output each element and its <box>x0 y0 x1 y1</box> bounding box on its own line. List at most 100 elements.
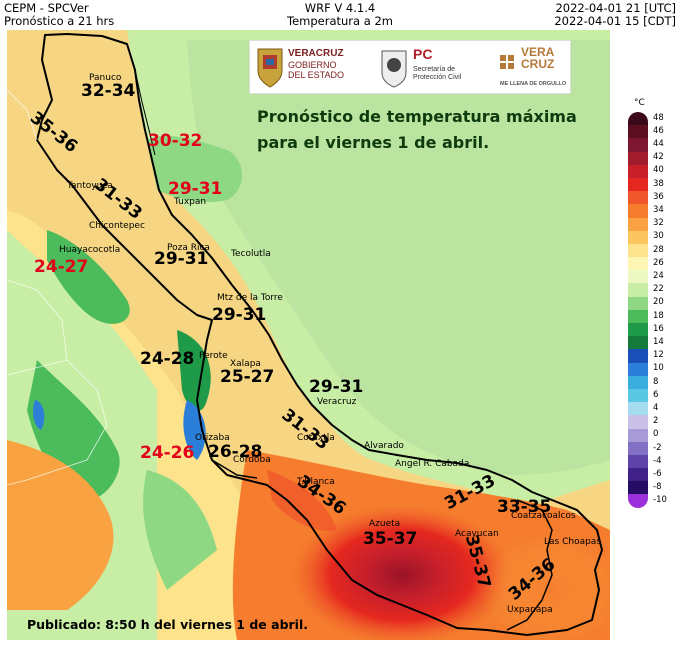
colorbar-tick: 34 <box>653 205 664 215</box>
colorbar-tick: 0 <box>653 429 659 440</box>
colorbar-segment <box>628 428 648 442</box>
veracruz-line1: VERACRUZ <box>288 48 344 59</box>
colorbar-tick: 20 <box>653 297 664 308</box>
colorbar-segment <box>628 494 648 508</box>
range-tamiahua: 30-32 <box>148 131 202 151</box>
pc-line2: Protección Civil <box>413 74 462 81</box>
colorbar-unit: °C <box>634 98 645 108</box>
colorbar-segment <box>628 151 648 165</box>
colorbar-segment <box>628 336 648 350</box>
colorbar-tick: 46 <box>653 125 664 136</box>
city-xalapa: Xalapa <box>230 359 261 369</box>
map-svg: Panuco Tantoyuca Chicontepec Tuxpan Huay… <box>7 30 610 640</box>
colorbar-segment <box>628 309 648 323</box>
logo-banner: VERACRUZ GOBIERNO DEL ESTADO PC Secretar… <box>249 40 571 94</box>
colorbar-tick: 48 <box>653 112 664 123</box>
header-right: 2022-04-01 21 [UTC] 2022-04-01 15 [CDT] <box>508 2 676 28</box>
colorbar-segment <box>628 138 648 152</box>
city-panuco: Panuco <box>89 73 122 83</box>
colorbar-segment <box>628 296 648 310</box>
colorbar-segment <box>628 270 648 284</box>
city-tantoyuca: Tantoyuca <box>66 181 113 191</box>
colorbar-tick: -10 <box>653 495 667 506</box>
vera-a: VERA <box>521 45 555 59</box>
colorbar-tick: 30 <box>653 231 664 242</box>
header-center: WRF V 4.1.4 Temperatura a 2m <box>270 2 410 28</box>
vera-b: CRUZ <box>521 57 555 71</box>
city-alvarado: Alvarado <box>364 441 404 451</box>
colorbar-tick: 6 <box>653 389 659 400</box>
city-cotaxtla: Cotaxtla <box>297 433 335 443</box>
vera-cruz-mark-icon <box>497 45 519 89</box>
colorbar-tick: 26 <box>653 257 664 268</box>
colorbar-tick: -4 <box>653 455 662 466</box>
headline-line1: Pronóstico de temperatura máxima <box>257 107 577 126</box>
colorbar-tick: 2 <box>653 416 659 427</box>
colorbar-segment <box>628 375 648 389</box>
temperature-map: Panuco Tantoyuca Chicontepec Tuxpan Huay… <box>7 30 610 640</box>
veracruz-line3: DEL ESTADO <box>288 70 345 80</box>
headline-line2: para el viernes 1 de abril. <box>257 133 490 152</box>
colorbar-tick: 22 <box>653 284 664 295</box>
colorbar-segment <box>628 415 648 429</box>
city-chicontepec: Chicontepec <box>89 221 145 231</box>
valid-time-utc: 2022-04-01 21 [UTC] <box>555 1 676 15</box>
colorbar-tick: 38 <box>653 178 664 189</box>
city-uxpanapa: Uxpanapa <box>507 605 553 615</box>
colorbar-tick: 24 <box>653 271 664 281</box>
city-las-choapas: Las Choapas <box>544 537 601 547</box>
city-angel-cabada: Angel R. Cabada <box>395 459 469 469</box>
colorbar-tick: 12 <box>653 350 664 361</box>
colorbar-segment <box>628 362 648 376</box>
colorbar-tick: 40 <box>653 165 664 176</box>
range-xalapa: 25-27 <box>220 367 274 387</box>
range-cordoba: 26-28 <box>208 442 262 462</box>
range-orizaba: 24-26 <box>140 443 194 463</box>
colorbar-segment <box>628 230 648 244</box>
colorbar <box>628 112 648 508</box>
variable-name: Temperatura a 2m <box>287 14 393 28</box>
colorbar-segment <box>628 125 648 139</box>
range-huayacocotla: 24-27 <box>34 257 88 277</box>
colorbar-tick: 16 <box>653 323 664 334</box>
colorbar-segment <box>628 204 648 218</box>
colorbar-tick: 10 <box>653 363 664 374</box>
colorbar-segment <box>628 402 648 416</box>
colorbar-tick: -6 <box>653 469 662 479</box>
colorbar-segment <box>628 468 648 482</box>
veracruz-line2: GOBIERNO <box>288 60 337 70</box>
colorbar-tick: -8 <box>653 482 662 493</box>
colorbar-segment <box>628 349 648 363</box>
colorbar-tick: 32 <box>653 218 664 229</box>
colorbar-segment <box>628 323 648 337</box>
vera-slogan: ME LLENA DE ORGULLO <box>500 81 567 87</box>
range-azueta: 35-37 <box>363 529 417 549</box>
colorbar-segment <box>628 243 648 258</box>
colorbar-tick: 28 <box>653 244 664 255</box>
colorbar-segment <box>628 283 648 297</box>
colorbar-tick: 44 <box>653 139 664 149</box>
range-coatza: 33-35 <box>497 497 551 517</box>
colorbar-tick: 4 <box>653 403 659 413</box>
city-perote: Perote <box>199 351 228 361</box>
colorbar-segment <box>628 191 648 205</box>
city-coatzacoalcos: Coatzacoalcos <box>511 511 576 521</box>
pc-line1: Secretaría de <box>413 66 456 73</box>
pc-shield-icon <box>380 45 408 89</box>
valid-time-cdt: 2022-04-01 15 [CDT] <box>554 14 676 28</box>
range-panuco: 32-34 <box>81 81 136 101</box>
city-poza-rica: Poza Rica <box>167 243 210 253</box>
published-note: Publicado: 8:50 h del viernes 1 de abril… <box>27 617 308 632</box>
colorbar-tick: -2 <box>653 442 662 453</box>
colorbar-tick: 42 <box>653 152 664 163</box>
forecast-headline: Pronóstico de temperatura máxima para el… <box>257 104 577 156</box>
model-center: CEPM - SPCVer <box>4 1 89 15</box>
city-huayacocotla: Huayacocotla <box>59 245 120 255</box>
city-tuxpan: Tuxpan <box>173 197 206 207</box>
range-tuxpan: 29-31 <box>168 179 222 199</box>
city-martinez: Mtz de la Torre <box>217 293 283 303</box>
colorbar-segment <box>628 164 648 178</box>
city-orizaba: Orizaba <box>195 433 230 443</box>
colorbar-segment <box>628 481 648 495</box>
city-tecolutla: Tecolutla <box>230 249 271 259</box>
